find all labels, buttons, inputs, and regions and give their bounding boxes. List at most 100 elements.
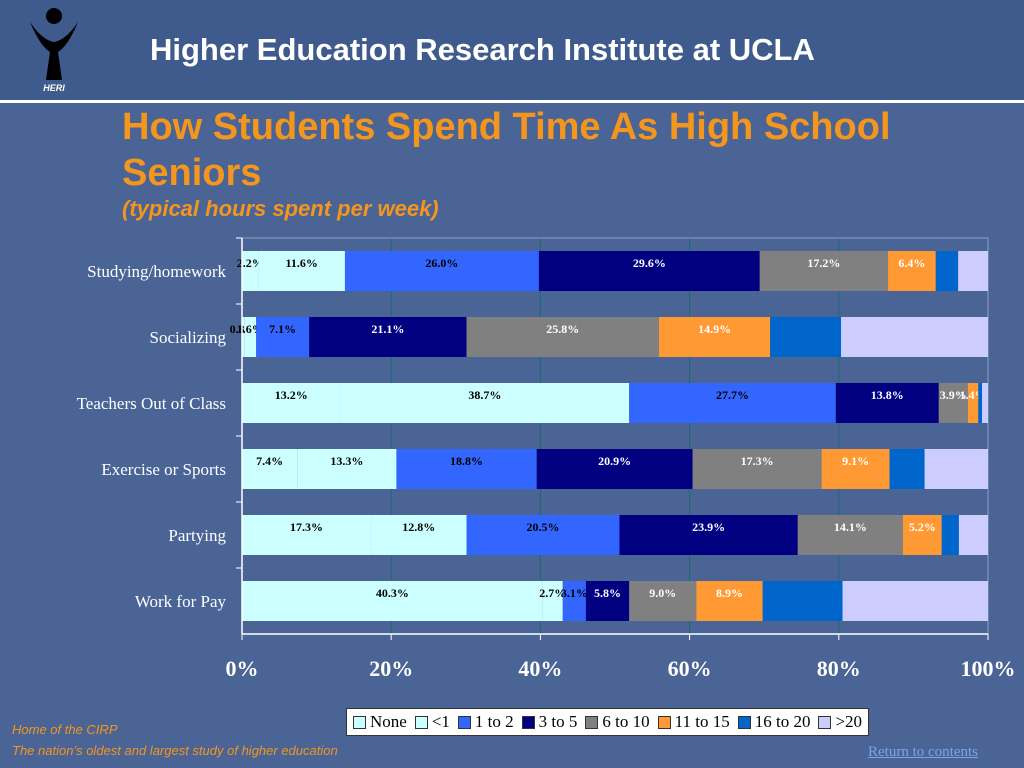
bar-segment [242,449,298,489]
data-label: 3.1% [561,586,588,600]
data-label: 9.1% [842,454,869,468]
bar-segment [242,251,259,291]
slide-subtitle: (typical hours spent per week) [122,196,439,221]
data-label: 40.3% [376,586,409,600]
data-label: 21.1% [371,322,404,336]
bar-segment [242,515,372,555]
data-label: 2.2% [237,256,264,270]
bar-segment [958,515,988,555]
chart-legend: None <1 1 to 2 3 to 5 6 to 10 11 to 15 16 to 2… [346,708,870,736]
bar-segment [938,383,968,423]
data-label: 20.9% [598,454,631,468]
legend-swatch [657,715,671,729]
bar-segment [797,515,903,555]
footer-description: The nation’s oldest and largest study of… [12,743,338,758]
bar-segment [629,383,836,423]
x-tick-label: 60% [668,656,712,681]
return-to-contents-link[interactable]: Return to contents [868,744,978,760]
bar-segment [629,581,697,621]
x-tick-label: 80% [817,656,861,681]
bar-segment [842,581,988,621]
legend-item: 1 to 2 [457,712,514,732]
bar-segment [982,383,988,423]
bar-segment [396,449,537,489]
category-label: Work for Pay [135,592,227,611]
legend-label: <1 [431,712,450,731]
bar-segment [692,449,822,489]
data-label: 17.3% [290,520,323,534]
x-tick-label: 0% [226,656,259,681]
bar-segment [562,581,586,621]
data-label: 17.3% [741,454,774,468]
legend-swatch [353,715,366,729]
data-label: 14.9% [698,322,731,336]
legend-item: 16 to 20 [737,712,811,732]
legend-item: 11 to 15 [657,712,730,732]
data-label: 5.8% [594,586,621,600]
x-tick-label: 20% [369,656,413,681]
data-label: 6.4% [898,256,925,270]
bar-segment [759,251,889,291]
bar-segment [835,383,939,423]
bar-segment [242,317,245,357]
bar-segment [924,449,988,489]
bar-segment [244,317,257,357]
legend-item: 6 to 10 [585,712,650,732]
bar-segment [958,251,988,291]
header-bar: HERI Higher Education Research Institute… [0,0,1024,103]
data-label: 7.1% [269,322,296,336]
bar-segment [466,317,660,357]
bar-segment [538,251,760,291]
bar-segment [696,581,763,621]
bar-segment [340,383,630,423]
bar-segment [770,317,842,357]
data-label: 27.7% [716,388,749,402]
bar-segment [889,449,925,489]
slide-title: How Students Spend Time As High School S… [122,106,891,194]
data-label: 7.4% [256,454,283,468]
legend-label: 1 to 2 [474,712,514,731]
category-label: Studying/homework [87,262,226,281]
data-label: 13.2% [275,388,308,402]
x-tick-label: 100% [961,656,1016,681]
legend-swatch [521,715,535,729]
bar-segment [242,383,341,423]
bar-segment [659,317,771,357]
bar-segment [297,449,397,489]
legend-label: 11 to 15 [674,712,730,731]
data-label: 29.6% [633,256,666,270]
data-label: 25.8% [546,322,579,336]
legend-label: 6 to 10 [602,712,650,731]
bar-segment [585,581,630,621]
legend-item: None [353,712,407,732]
legend-item: >20 [818,712,862,732]
heri-logo-icon: HERI [30,8,78,93]
data-label: 26.0% [425,256,458,270]
bar-segment [242,581,543,621]
bar-segment [344,251,539,291]
category-label: Teachers Out of Class [77,394,226,413]
bar-segment [841,317,988,357]
data-label: 2.7% [539,586,566,600]
data-label: 9.0% [649,586,676,600]
legend-label: 16 to 20 [754,712,811,731]
data-label: 13.3% [330,454,363,468]
bar-segment [941,515,959,555]
category-label: Socializing [150,328,227,347]
category-label: Exercise or Sports [101,460,226,479]
bar-segment [256,317,310,357]
category-label: Partying [168,526,226,545]
bar-segment [536,449,693,489]
legend-swatch [585,715,599,729]
bar-segment [821,449,890,489]
bar-segment [888,251,936,291]
x-tick-label: 40% [518,656,562,681]
data-label: 8.9% [716,586,743,600]
bar-segment [902,515,942,555]
legend-label: >20 [835,712,863,731]
legend-item: 3 to 5 [521,712,577,732]
data-label: 5.2% [909,520,936,534]
data-label: 14.1% [834,520,867,534]
bar-segment [258,251,345,291]
